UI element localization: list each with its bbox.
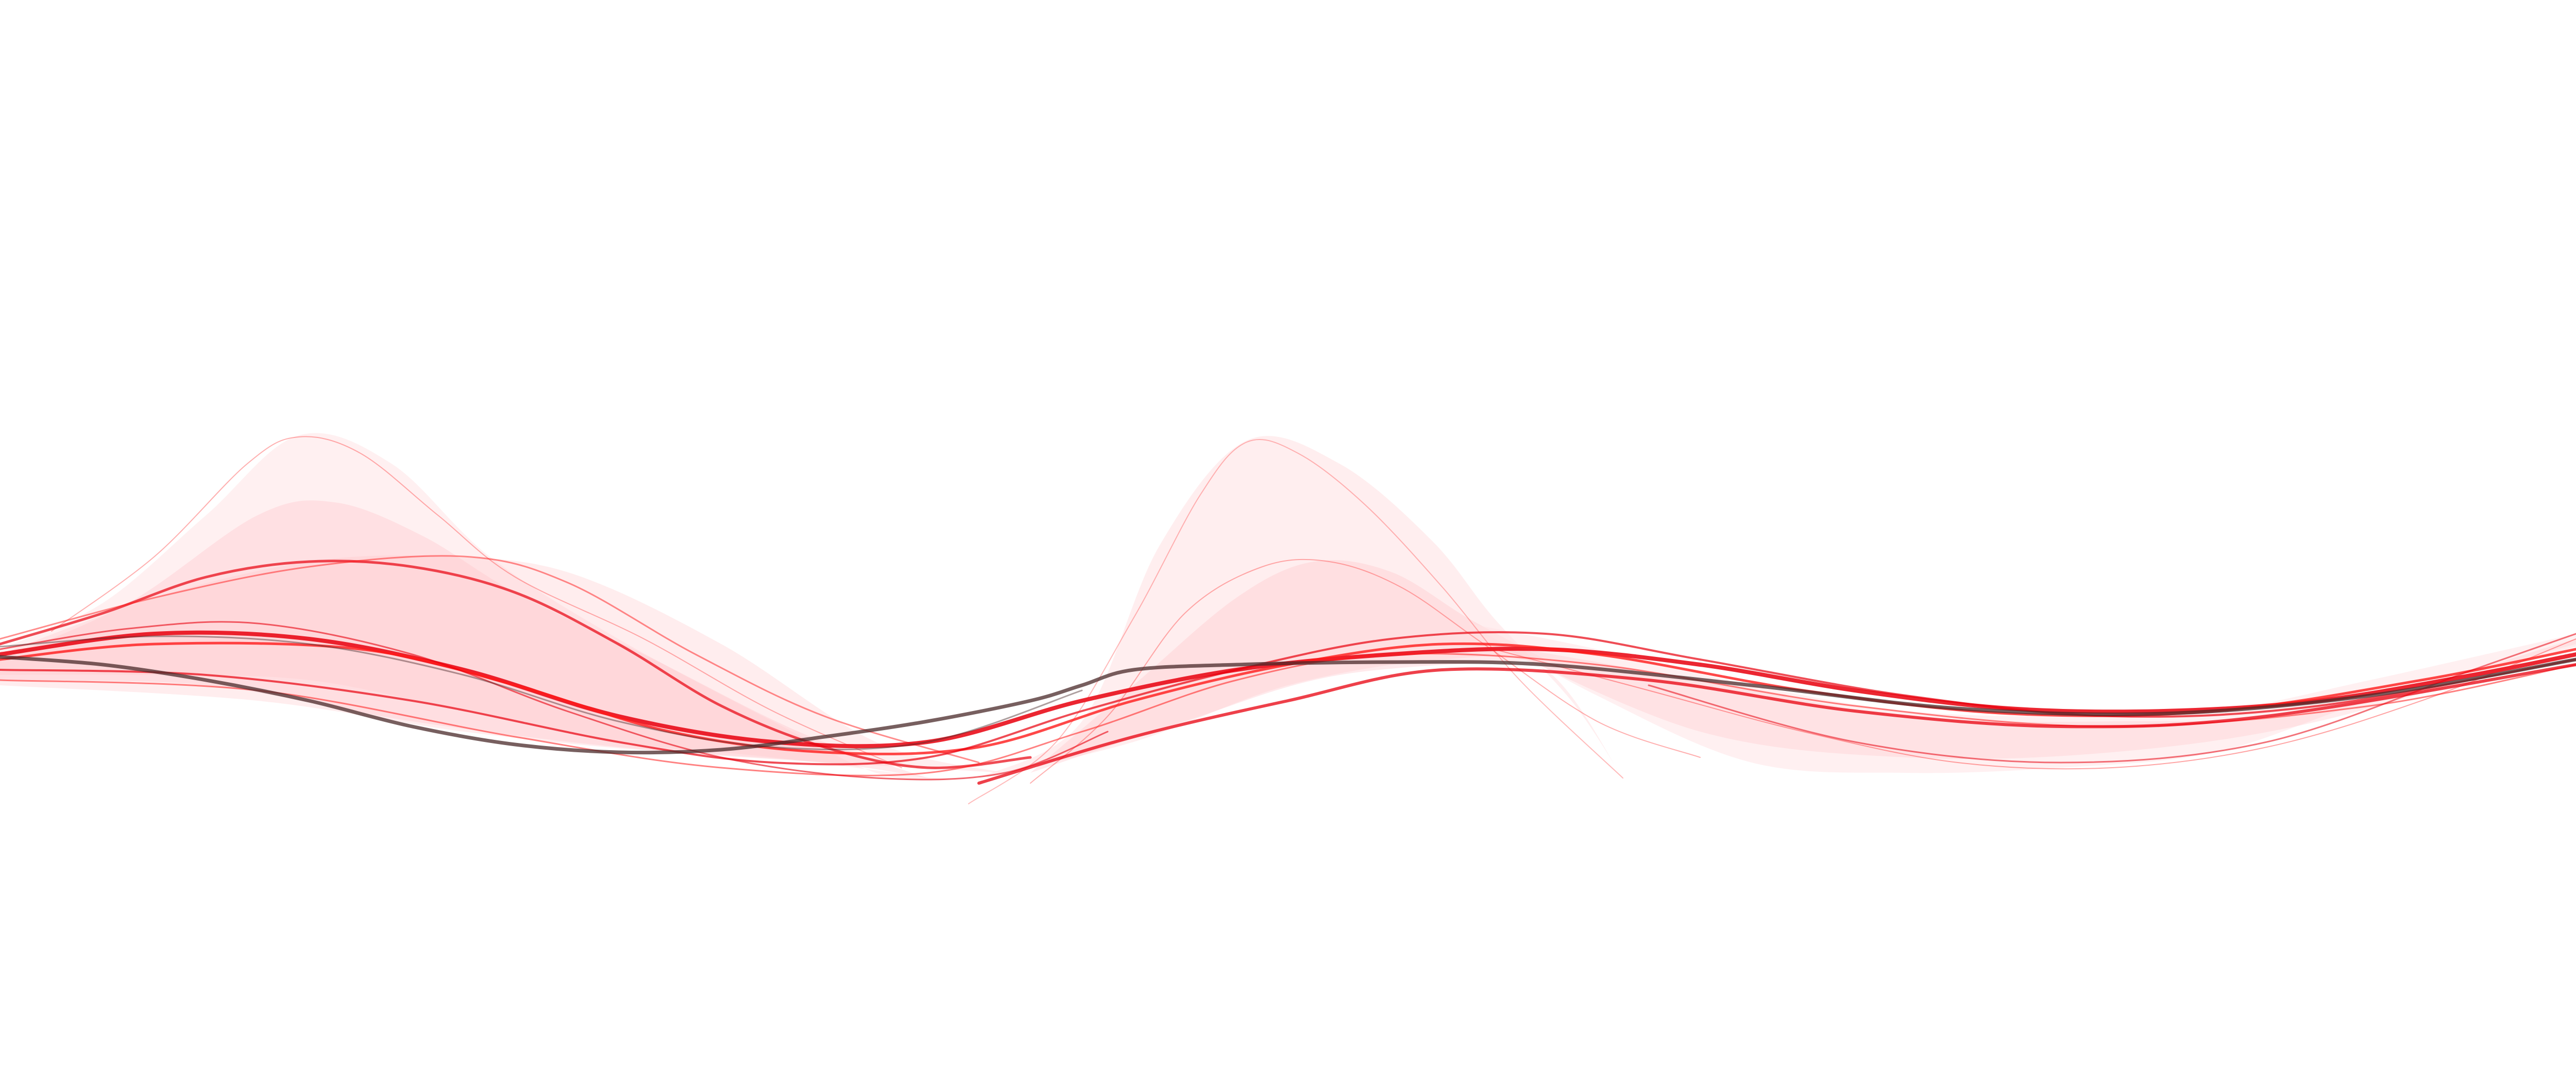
dark-strands-group xyxy=(0,635,2576,755)
translucent-veil xyxy=(979,436,1623,778)
red-strand xyxy=(51,436,902,768)
translucent-veil xyxy=(1030,560,1546,773)
translucent-veil xyxy=(1468,623,2576,773)
red-strand xyxy=(0,560,1032,769)
red-strand xyxy=(1648,633,2576,764)
translucent-veils-group xyxy=(0,433,2576,781)
dark-strand xyxy=(0,655,2576,755)
translucent-veil xyxy=(0,433,953,781)
red-strand xyxy=(1494,638,2576,770)
translucent-veil xyxy=(0,500,927,778)
dark-strand xyxy=(0,635,1083,751)
red-strand xyxy=(1030,559,1701,784)
red-strand xyxy=(0,621,1109,781)
translucent-veil xyxy=(1494,639,2576,759)
red-strand xyxy=(0,555,980,764)
red-strand xyxy=(968,438,1623,804)
translucent-veil xyxy=(0,555,1005,773)
red-strand xyxy=(977,663,2576,785)
